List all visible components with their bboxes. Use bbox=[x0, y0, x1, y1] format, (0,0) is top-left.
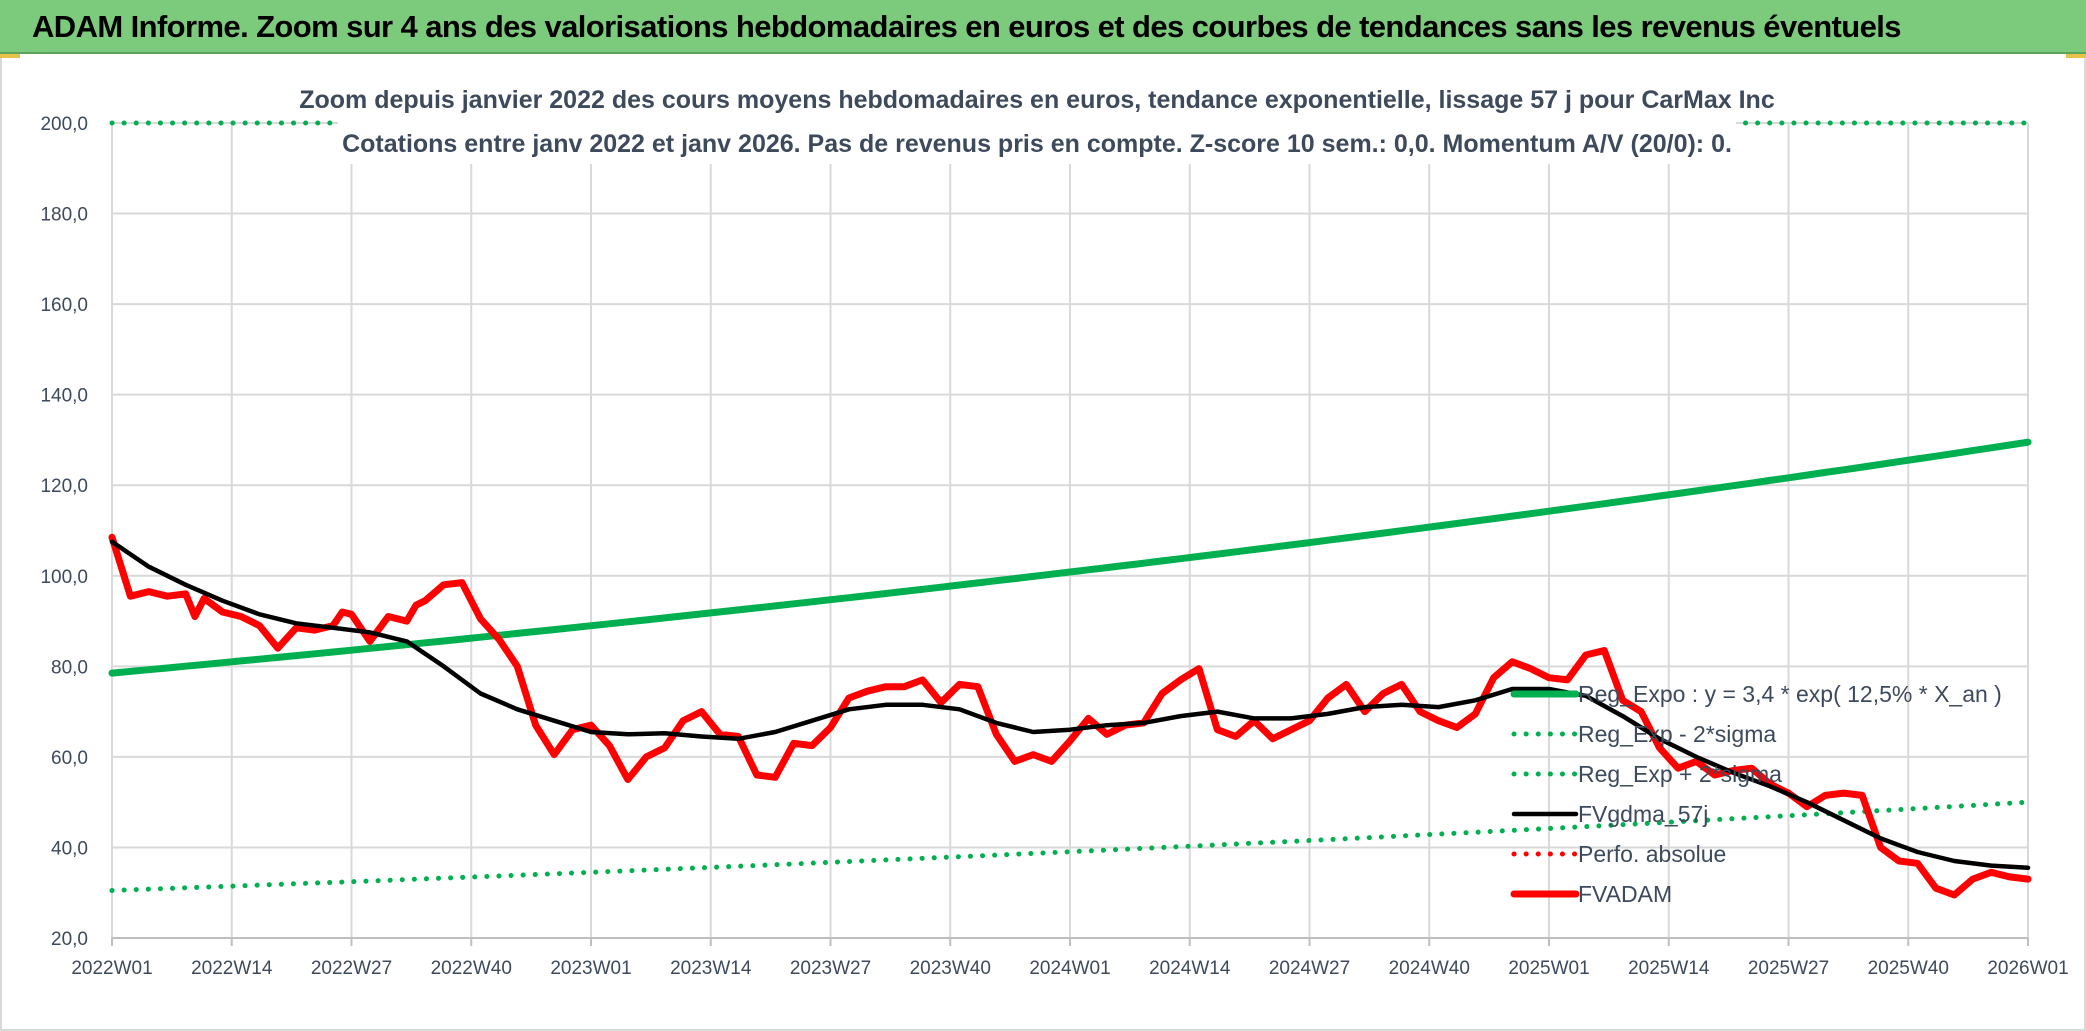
y-tick-label: 100,0 bbox=[40, 567, 88, 588]
report-title: ADAM Informe. Zoom sur 4 ans des valoris… bbox=[32, 9, 1902, 44]
x-tick-label: 2023W40 bbox=[910, 958, 991, 979]
series-line-5 bbox=[108, 533, 2032, 899]
report-banner: ADAM Informe. Zoom sur 4 ans des valoris… bbox=[0, 0, 2086, 54]
x-tick-label: 2022W27 bbox=[311, 958, 392, 979]
x-tick-label: 2025W14 bbox=[1628, 958, 1710, 979]
y-tick-label: 160,0 bbox=[40, 295, 88, 316]
x-tick-label: 2024W40 bbox=[1389, 958, 1470, 979]
legend-label: Reg_Exp + 2*sigma bbox=[1578, 761, 1782, 787]
legend-label: Perfo. absolue bbox=[1578, 841, 1726, 867]
y-tick-label: 60,0 bbox=[51, 748, 88, 769]
y-tick-label: 40,0 bbox=[51, 838, 88, 859]
chart-title-block: Zoom depuis janvier 2022 des cours moyen… bbox=[299, 72, 1775, 164]
x-tick-label: 2024W01 bbox=[1029, 958, 1110, 979]
series-line-1 bbox=[109, 799, 2031, 893]
legend-label: Reg_Expo : y = 3,4 * exp( 12,5% * X_an ) bbox=[1578, 681, 2002, 707]
y-tick-label: 80,0 bbox=[51, 657, 88, 678]
corner-accent-right bbox=[2066, 54, 2086, 58]
legend-label: FVADAM bbox=[1578, 881, 1672, 907]
x-tick-label: 2025W27 bbox=[1748, 958, 1829, 979]
title-background bbox=[338, 72, 1736, 164]
series-line-0 bbox=[108, 438, 2032, 677]
series-line-3 bbox=[109, 539, 2031, 871]
chart-title: Zoom depuis janvier 2022 des cours moyen… bbox=[299, 86, 1775, 114]
legend-label: Reg_Exp - 2*sigma bbox=[1578, 721, 1776, 747]
axis-labels: 20,0 40,0 60,0 80,0 100,0 120,0 140,0 160,0 180,… bbox=[40, 114, 2068, 979]
y-tick-label: 120,0 bbox=[40, 476, 88, 497]
x-tick-label: 2026W01 bbox=[1987, 958, 2068, 979]
x-tick-label: 2022W14 bbox=[191, 958, 273, 979]
x-tick-label: 2022W01 bbox=[71, 958, 152, 979]
y-tick-label: 20,0 bbox=[51, 929, 88, 950]
y-tick-label: 180,0 bbox=[40, 205, 88, 226]
corner-accent-left bbox=[0, 54, 20, 58]
chart-subtitle: Cotations entre janv 2022 et janv 2026. … bbox=[342, 130, 1732, 158]
chart-grid bbox=[111, 122, 2029, 946]
x-tick-label: 2024W14 bbox=[1149, 958, 1231, 979]
y-tick-label: 200,0 bbox=[40, 114, 88, 135]
x-tick-label: 2024W27 bbox=[1269, 958, 1350, 979]
x-tick-label: 2023W27 bbox=[790, 958, 871, 979]
x-tick-label: 2023W01 bbox=[550, 958, 631, 979]
x-tick-label: 2025W01 bbox=[1508, 958, 1589, 979]
x-tick-label: 2023W14 bbox=[670, 958, 752, 979]
chart-legend: Reg_Expo : y = 3,4 * exp( 12,5% * X_an )… bbox=[1510, 681, 2002, 907]
x-tick-label: 2025W40 bbox=[1868, 958, 1949, 979]
legend-label: FVgdma_57j bbox=[1578, 801, 1708, 827]
x-tick-label: 2022W40 bbox=[431, 958, 512, 979]
y-tick-label: 140,0 bbox=[40, 386, 88, 407]
